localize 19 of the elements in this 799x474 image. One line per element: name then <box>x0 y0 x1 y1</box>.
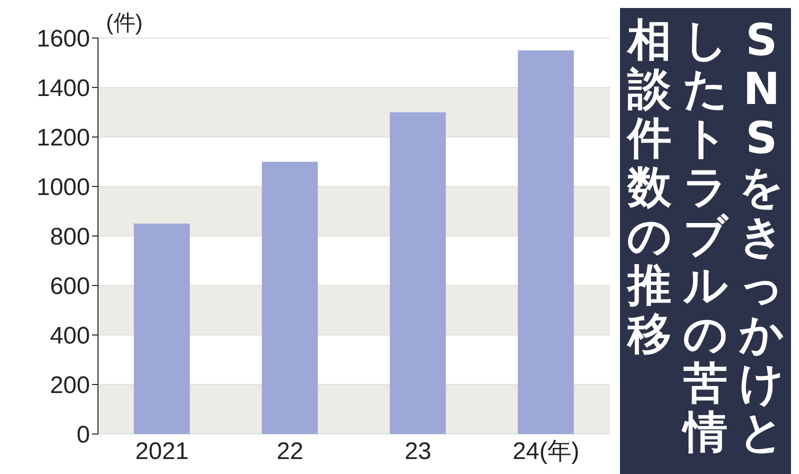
y-axis-title: (件) <box>106 9 143 37</box>
x-tick-label: 24(年) <box>512 438 580 466</box>
y-tick-label: 200 <box>50 372 90 400</box>
x-tick-label: 2021 <box>135 438 189 466</box>
bar <box>390 112 446 434</box>
chart-title: SNSをきっかけとしたトラブルの苦情相談件数の推移 <box>627 15 784 458</box>
bar <box>518 50 574 434</box>
y-tick-label: 1400 <box>36 75 90 102</box>
y-tick-label: 0 <box>76 422 90 449</box>
x-tick-label: 22 <box>276 438 304 466</box>
y-tick-label: 400 <box>50 322 90 350</box>
x-tick-label: 23 <box>404 438 432 466</box>
bar <box>262 162 318 434</box>
y-tick-label: 1200 <box>36 124 90 152</box>
y-tick-label: 1600 <box>36 26 90 53</box>
y-tick-label: 1000 <box>36 174 90 202</box>
y-tick-label: 800 <box>50 224 90 251</box>
y-tick-label: 600 <box>50 273 90 300</box>
bar <box>134 224 190 434</box>
